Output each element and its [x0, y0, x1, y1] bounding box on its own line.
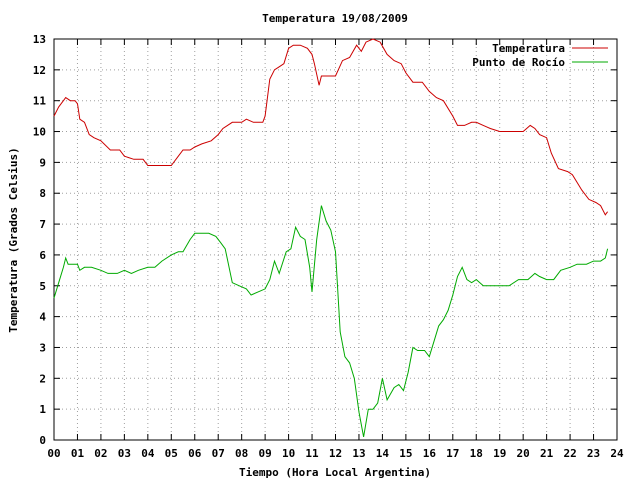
- x-tick-label: 18: [470, 447, 483, 460]
- y-tick-label: 0: [39, 434, 46, 447]
- x-tick-label: 00: [47, 447, 60, 460]
- y-tick-label: 9: [39, 156, 46, 169]
- x-tick-label: 02: [94, 447, 107, 460]
- y-tick-label: 6: [39, 249, 46, 262]
- y-tick-label: 8: [39, 187, 46, 200]
- x-tick-label: 16: [423, 447, 437, 460]
- grid: [54, 39, 617, 440]
- x-tick-label: 06: [188, 447, 202, 460]
- x-tick-label: 15: [399, 447, 412, 460]
- y-tick-label: 12: [33, 64, 46, 77]
- y-tick-label: 13: [33, 33, 46, 46]
- series-line-1: [53, 205, 609, 437]
- y-tick-label: 3: [39, 341, 46, 354]
- x-tick-label: 11: [305, 447, 319, 460]
- x-tick-label: 22: [563, 447, 576, 460]
- y-tick-label: 5: [39, 280, 46, 293]
- x-tick-label: 20: [517, 447, 530, 460]
- y-tick-label: 1: [39, 403, 46, 416]
- series-group: [53, 38, 609, 437]
- x-tick-label: 24: [610, 447, 624, 460]
- y-tick-label: 11: [33, 95, 47, 108]
- legend-label: Temperatura: [492, 42, 565, 55]
- x-tick-label: 05: [165, 447, 178, 460]
- chart-title: Temperatura 19/08/2009: [262, 12, 408, 25]
- x-axis-ticks: 00 01 02 03 04 05 06 07 08 09 10 11 12 13 14 15 16 17 18 19…: [47, 39, 624, 460]
- x-axis-label: Tiempo (Hora Local Argentina): [239, 466, 431, 479]
- y-tick-label: 10: [33, 126, 46, 139]
- x-tick-label: 03: [118, 447, 131, 460]
- x-tick-label: 08: [235, 447, 248, 460]
- x-tick-label: 09: [259, 447, 272, 460]
- series-line-0: [53, 38, 609, 216]
- x-tick-label: 12: [329, 447, 342, 460]
- legend-label: Punto de Rocío: [472, 56, 565, 69]
- x-tick-label: 17: [446, 447, 459, 460]
- x-tick-label: 21: [540, 447, 554, 460]
- x-tick-label: 23: [587, 447, 600, 460]
- y-axis-label: Temperatura (Grados Celsius): [7, 147, 20, 332]
- x-tick-label: 13: [352, 447, 365, 460]
- x-tick-label: 01: [71, 447, 85, 460]
- x-tick-label: 04: [141, 447, 155, 460]
- y-tick-label: 4: [39, 311, 46, 324]
- x-tick-label: 14: [376, 447, 390, 460]
- x-tick-label: 10: [282, 447, 295, 460]
- y-tick-label: 7: [39, 218, 46, 231]
- y-tick-label: 2: [39, 372, 46, 385]
- x-tick-label: 07: [212, 447, 225, 460]
- x-tick-label: 19: [493, 447, 506, 460]
